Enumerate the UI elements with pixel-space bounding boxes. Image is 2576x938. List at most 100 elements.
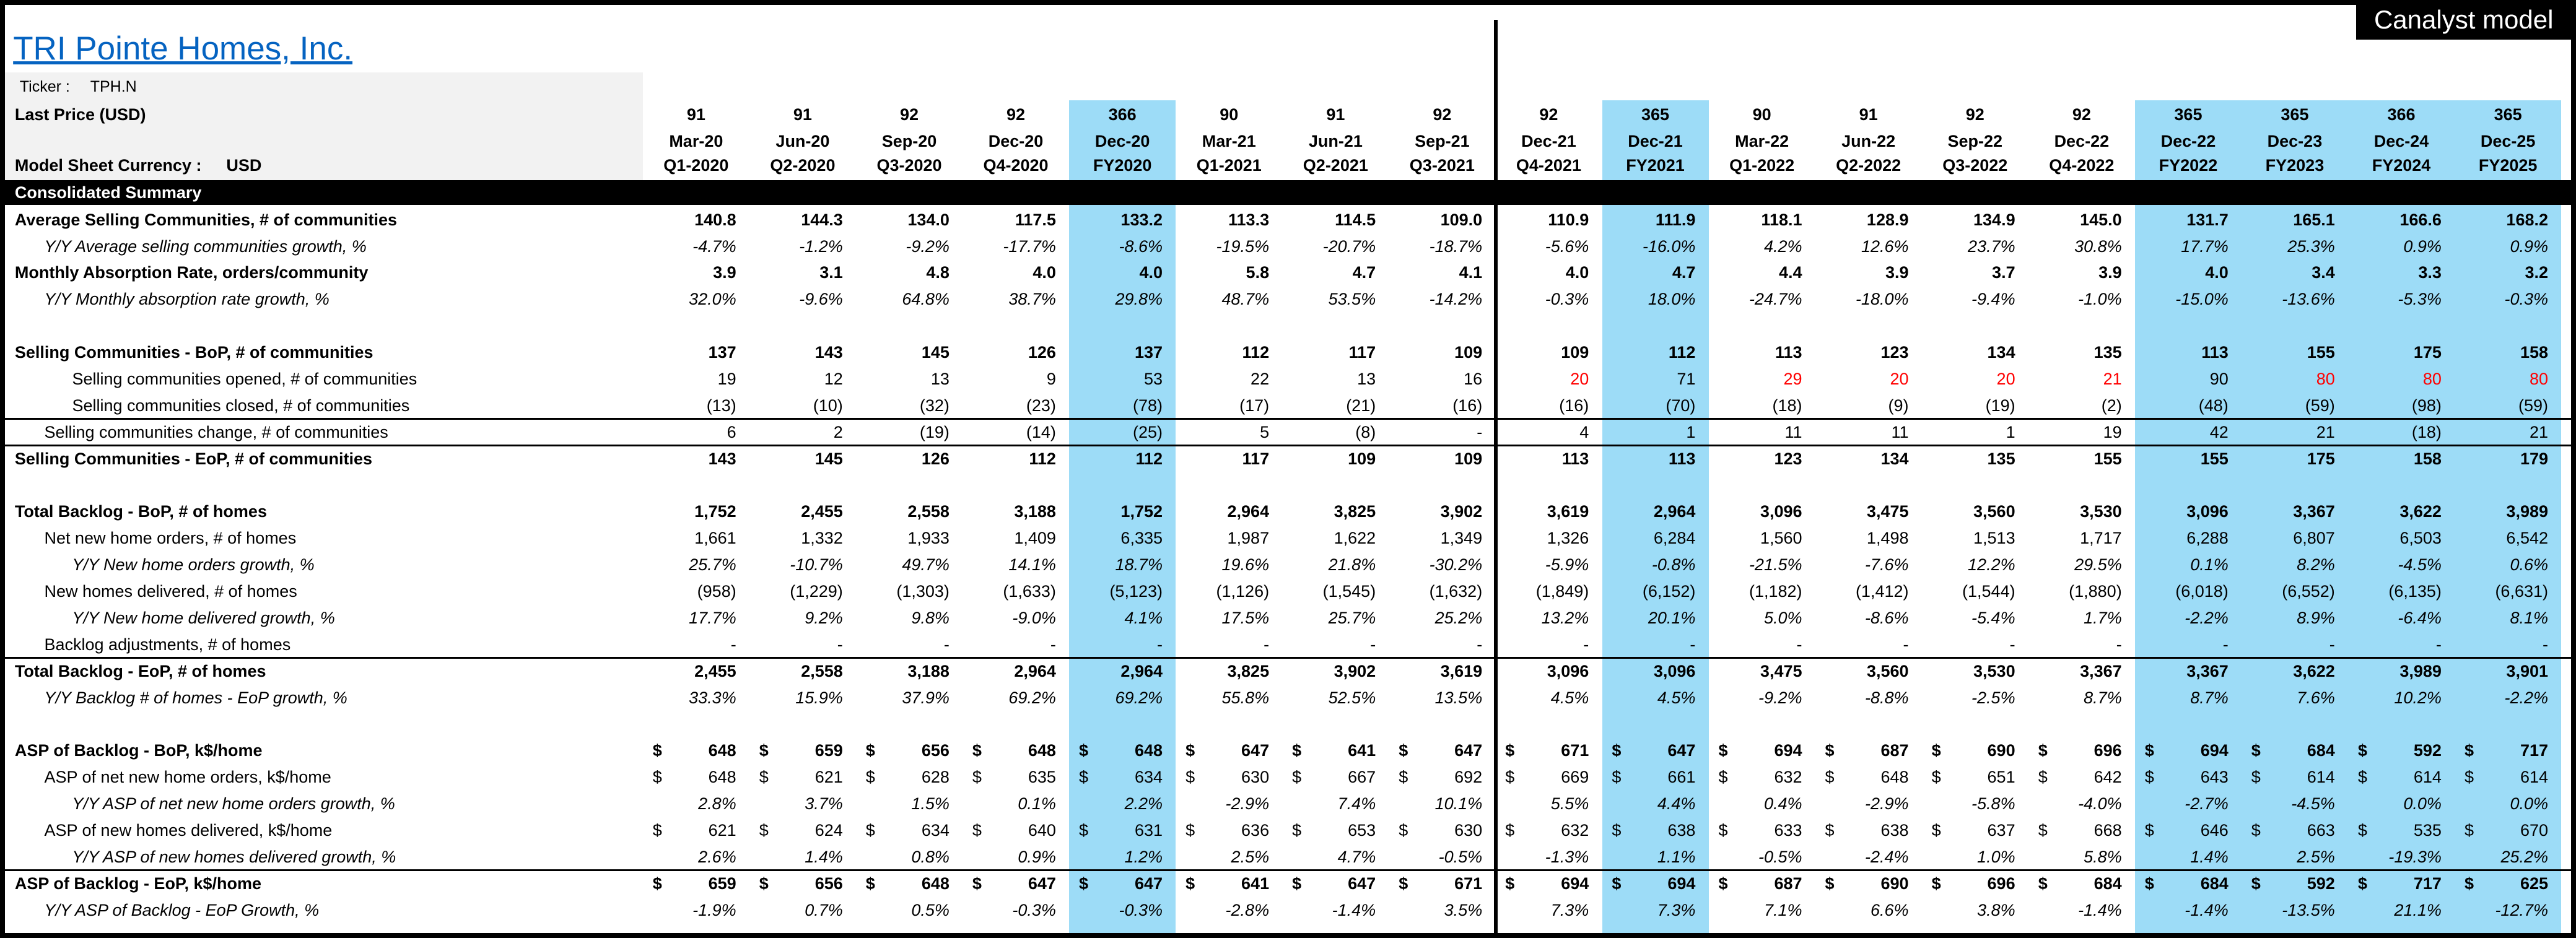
row-label: Y/Y Backlog # of homes - EoP growth, % xyxy=(44,688,347,707)
cell-value: 684 xyxy=(2200,874,2229,893)
cell-value: 165.1 xyxy=(2293,210,2335,229)
cell-value: 55.8% xyxy=(1221,688,1270,707)
cell-value: 4.7% xyxy=(1337,847,1376,866)
cell-value: 659 xyxy=(814,741,843,760)
cell-value: 2,558 xyxy=(801,661,843,680)
cell-value: 1,498 xyxy=(1866,529,1909,548)
cell-value: 12.2% xyxy=(1968,555,2015,575)
cell-value: 71 xyxy=(1677,369,1696,388)
cell-value: 6 xyxy=(727,422,736,441)
cell-value: (2) xyxy=(2101,396,2122,415)
cell-value: 614 xyxy=(2307,768,2335,787)
cell-value: 0.9% xyxy=(1018,847,1056,866)
cell-value: 20 xyxy=(1996,369,2015,388)
row-rule xyxy=(5,869,2571,871)
cell-value: 7.1% xyxy=(1763,900,1802,919)
row-label: ASP of net new home orders, k$/home xyxy=(44,768,331,787)
cell-value: 69.2% xyxy=(1008,688,1056,707)
cell-value: - xyxy=(1370,635,1376,654)
cell-value: 3,188 xyxy=(907,661,950,680)
cell-value: 3,530 xyxy=(1973,661,2015,680)
cell-value: 13.2% xyxy=(1541,608,1589,627)
cell-value: 5.5% xyxy=(1550,794,1589,814)
currency-symbol: $ xyxy=(1612,768,1622,787)
cell-value: 642 xyxy=(2094,768,2122,787)
cell-value: 648 xyxy=(708,741,736,760)
cell-value: 648 xyxy=(1880,768,1909,787)
cell-value: 3.9 xyxy=(1885,263,1909,282)
cell-value: 694 xyxy=(1774,741,1802,760)
cell-value: 80 xyxy=(2529,369,2548,388)
cell-value: 25.7% xyxy=(689,555,736,575)
cell-value: 621 xyxy=(708,821,736,840)
cell-value: 15.9% xyxy=(795,688,843,707)
cell-value: 648 xyxy=(1134,741,1163,760)
cell-value: (1,182) xyxy=(1749,582,1802,601)
cell-value: (59) xyxy=(2518,396,2548,415)
cell-value: 8.9% xyxy=(2297,608,2335,627)
currency-symbol: $ xyxy=(759,874,769,893)
currency-symbol: $ xyxy=(1612,874,1622,893)
cell-value: 635 xyxy=(1028,768,1056,787)
column-days: 92 xyxy=(2072,105,2091,124)
cell-value: 128.9 xyxy=(1866,210,1909,229)
cell-value: (23) xyxy=(1026,396,1056,415)
currency-symbol: $ xyxy=(652,821,662,840)
cell-value: -6.4% xyxy=(2398,608,2442,627)
cell-value: -17.7% xyxy=(1003,237,1056,256)
cell-value: -9.2% xyxy=(906,237,950,256)
cell-value: 4.1 xyxy=(1459,263,1483,282)
cell-value: -15.0% xyxy=(2175,290,2229,309)
cell-value: 126 xyxy=(921,449,950,468)
currency-symbol: $ xyxy=(1931,821,1941,840)
currency-symbol: $ xyxy=(865,741,875,760)
cell-value: 3,096 xyxy=(2186,502,2229,521)
cell-value: - xyxy=(730,635,736,654)
cell-value: - xyxy=(1690,635,1696,654)
cell-value: 20 xyxy=(1890,369,1909,388)
row-label: Y/Y Monthly absorption rate growth, % xyxy=(44,290,330,309)
cell-value: 3,902 xyxy=(1334,661,1376,680)
cell-value: 13 xyxy=(1357,369,1376,388)
cell-value: (59) xyxy=(2305,396,2335,415)
cell-value: 624 xyxy=(814,821,843,840)
cell-value: -8.6% xyxy=(1119,237,1163,256)
cell-value: 112 xyxy=(1029,449,1056,468)
cell-value: 4.7 xyxy=(1672,263,1696,282)
cell-value: - xyxy=(2009,635,2015,654)
currency-symbol: $ xyxy=(1931,874,1941,893)
cell-value: 1 xyxy=(1686,422,1696,441)
cell-value: 25.2% xyxy=(1434,608,1483,627)
cell-value: -4.0% xyxy=(2078,794,2122,814)
cell-value: 659 xyxy=(708,874,736,893)
column-month: Jun-20 xyxy=(775,131,830,150)
cell-value: 80 xyxy=(2422,369,2442,388)
currency-symbol: $ xyxy=(759,741,769,760)
cell-value: 21 xyxy=(2316,422,2335,441)
cell-value: 17.7% xyxy=(2181,237,2229,256)
column-days: 92 xyxy=(1965,105,1984,124)
section-bar xyxy=(5,180,2571,205)
cell-value: -12.7% xyxy=(2495,900,2548,919)
cell-value: - xyxy=(943,635,950,654)
cell-value: 4.1% xyxy=(1124,608,1163,627)
cell-value: 137 xyxy=(1134,343,1163,362)
cell-value: 17.7% xyxy=(689,608,736,627)
currency-symbol: $ xyxy=(1825,821,1835,840)
row-label: New homes delivered, # of homes xyxy=(44,582,297,601)
cell-value: 12 xyxy=(824,369,843,388)
cell-value: 134.9 xyxy=(1973,210,2015,229)
cell-value: 3,989 xyxy=(2506,502,2548,521)
cell-value: - xyxy=(1796,635,1802,654)
currency-symbol: $ xyxy=(1505,768,1515,787)
cell-value: -5.6% xyxy=(1545,237,1589,256)
cell-value: (1,849) xyxy=(1535,582,1589,601)
cell-value: 663 xyxy=(2307,821,2335,840)
cell-value: 18.0% xyxy=(1648,290,1696,309)
cell-value: 696 xyxy=(1987,874,2015,893)
cell-value: 13.5% xyxy=(1434,688,1483,707)
title-link[interactable]: TRI Pointe Homes, Inc. xyxy=(13,30,353,67)
cell-value: 671 xyxy=(1561,741,1589,760)
highlight-column xyxy=(2241,100,2348,933)
column-days: 365 xyxy=(2494,105,2522,124)
